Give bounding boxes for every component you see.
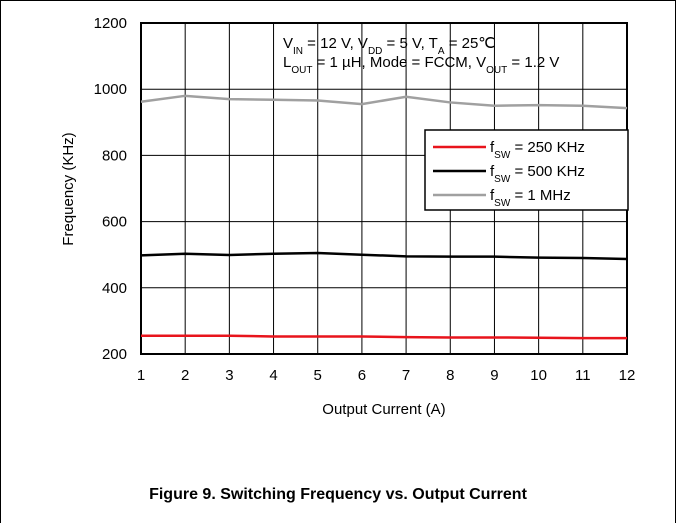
annotation-part: DD xyxy=(368,46,382,57)
annotation-part: = 12 V, V xyxy=(303,35,368,52)
y-tick-label: 1200 xyxy=(94,15,127,32)
y-tick-label: 200 xyxy=(102,346,127,363)
legend-label-part: = 1 MHz xyxy=(510,187,570,204)
legend-label-part: SW xyxy=(494,174,511,185)
annotation-part: OUT xyxy=(291,65,312,76)
legend-label-part: SW xyxy=(494,198,511,209)
annotation-part: = 1 µH, Mode = FCCM, V xyxy=(312,54,486,71)
y-tick-label: 1000 xyxy=(94,81,127,98)
x-tick-label: 8 xyxy=(446,367,454,384)
annotation-part: = 25℃ xyxy=(445,35,496,52)
x-tick-label: 9 xyxy=(490,367,498,384)
legend-label: fSW = 500 KHz xyxy=(490,163,585,185)
legend-label-part: f xyxy=(490,139,495,156)
caption: Figure 9. Switching Frequency vs. Output… xyxy=(149,486,527,503)
annotation-part: = 5 V, T xyxy=(382,35,437,52)
legend-label-part: f xyxy=(490,187,495,204)
legend-label: fSW = 250 KHz xyxy=(490,139,585,161)
legend-label-part: = 250 KHz xyxy=(510,139,585,156)
legend-label-part: = 500 KHz xyxy=(510,163,585,180)
annotation-part: OUT xyxy=(486,65,507,76)
y-tick-label: 800 xyxy=(102,147,127,164)
x-tick-label: 12 xyxy=(619,367,636,384)
x-tick-label: 1 xyxy=(137,367,145,384)
y-tick-label: 600 xyxy=(102,214,127,231)
annotation-part: A xyxy=(438,46,445,57)
series-line xyxy=(141,334,627,340)
annotation-part: IN xyxy=(293,46,303,57)
x-tick-label: 5 xyxy=(314,367,322,384)
legend-label-part: SW xyxy=(494,150,511,161)
legend-label: fSW = 1 MHz xyxy=(490,187,571,209)
x-axis-label: Output Current (A) xyxy=(322,401,445,418)
x-tick-label: 7 xyxy=(402,367,410,384)
annotation: VIN = 12 V, VDD = 5 V, TA = 25℃ xyxy=(283,35,495,57)
x-tick-label: 2 xyxy=(181,367,189,384)
x-tick-label: 10 xyxy=(530,367,547,384)
annotation: LOUT = 1 µH, Mode = FCCM, VOUT = 1.2 V xyxy=(283,54,559,76)
annotation-part: L xyxy=(283,54,291,71)
series-line xyxy=(140,251,628,261)
annotation-part: = 1.2 V xyxy=(507,54,559,71)
y-tick-label: 400 xyxy=(102,280,127,297)
x-tick-label: 4 xyxy=(269,367,277,384)
annotation-part: V xyxy=(283,35,293,52)
legend-label-part: f xyxy=(490,163,495,180)
x-tick-label: 6 xyxy=(358,367,366,384)
x-tick-label: 3 xyxy=(225,367,233,384)
x-tick-label: 11 xyxy=(575,367,591,384)
series-line xyxy=(140,94,628,110)
y-axis-label: Frequency (KHz) xyxy=(60,132,77,245)
